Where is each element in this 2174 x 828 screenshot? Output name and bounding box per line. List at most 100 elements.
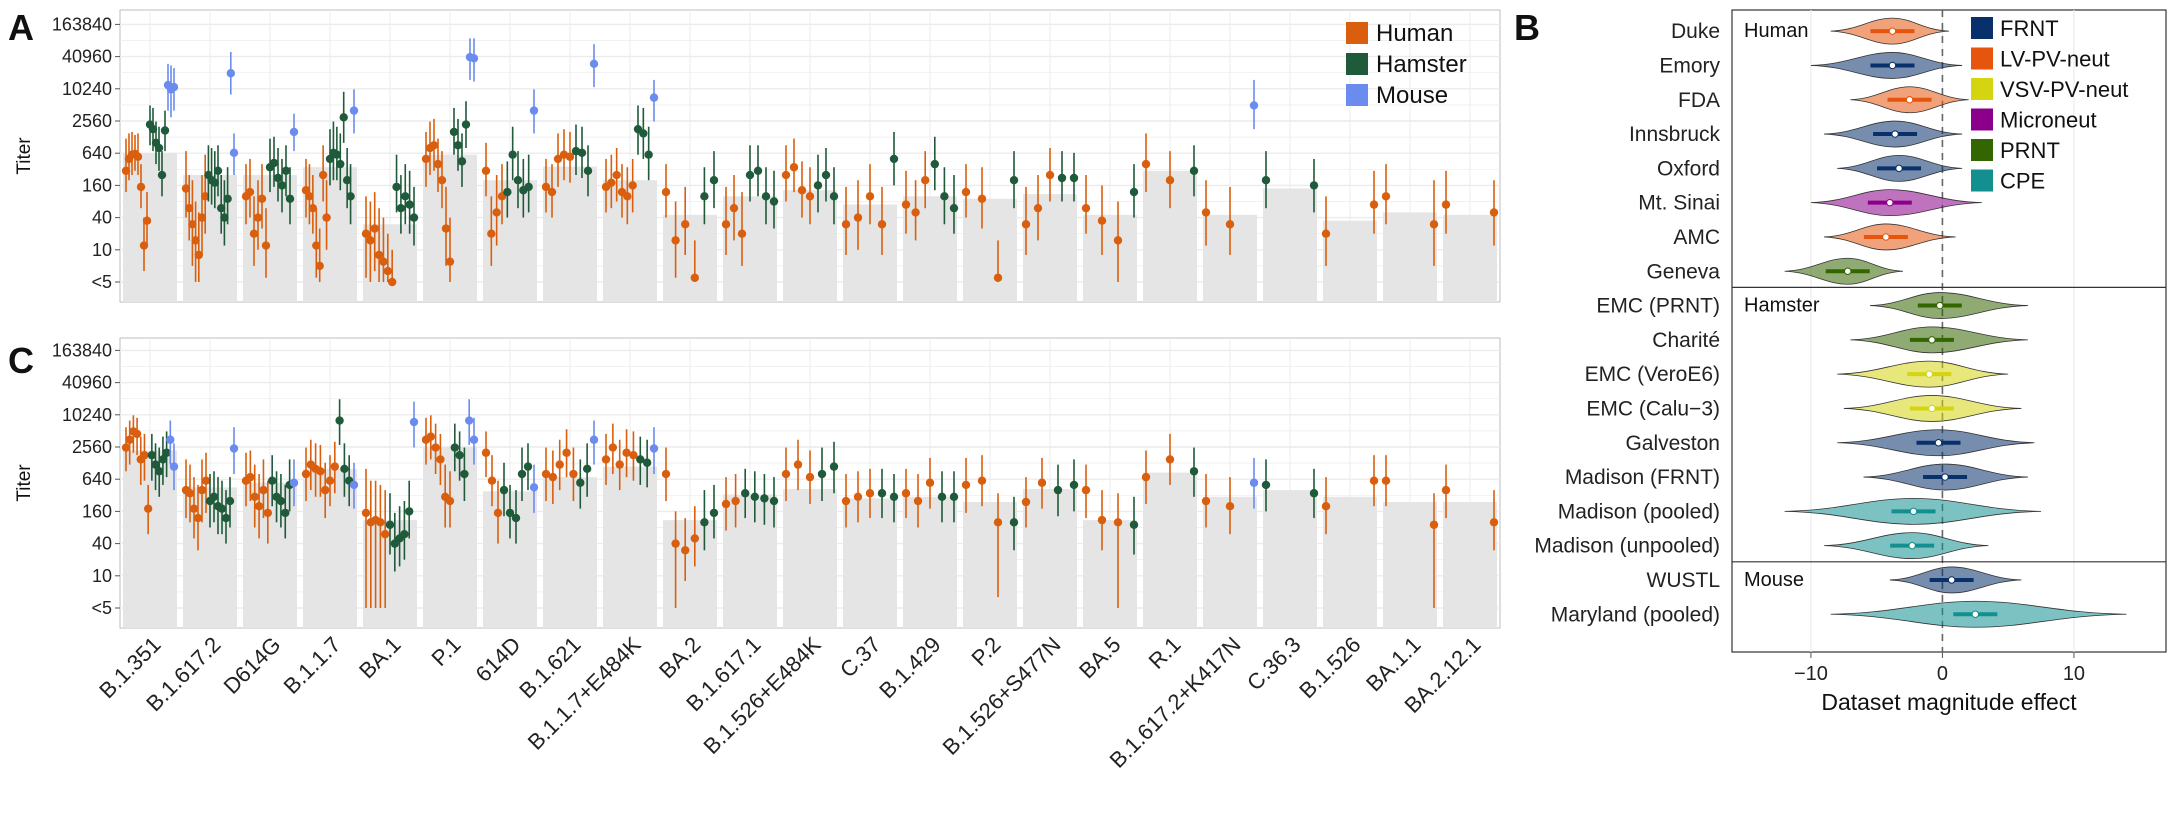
panel-c-titer-point-mouse [229, 444, 239, 453]
panel-b-dataset-label: WUSTL [1647, 569, 1721, 592]
panel-c-titer-point-human [793, 460, 803, 469]
panel-c-bar-ba.2.12.1 [1443, 501, 1497, 628]
panel-a-titer-point-human [690, 273, 699, 282]
panel-c-titer-point-human [1381, 476, 1391, 485]
panel-c-titer-point-human [562, 448, 571, 457]
panel-c-titer-point-human [487, 476, 497, 485]
panel-a-y-tick-label: 163840 [52, 14, 112, 34]
panel-a-titer-point-human [901, 200, 911, 209]
legend-swatch-prnt [1971, 139, 1993, 161]
violin-median-point [1891, 130, 1899, 138]
panel-c-titer-point-human [853, 492, 863, 501]
panel-c-titer-point-hamster [741, 489, 750, 498]
panel-a-titer-point-human [445, 257, 455, 266]
panel-c-titer-point-human [1081, 485, 1091, 495]
panel-a-titer-point-hamster [940, 192, 949, 201]
panel-a-y-tick-label: 2560 [72, 111, 112, 131]
panel-c-titer-point-human [690, 534, 699, 543]
panel-c-titer-point-human [1489, 518, 1499, 527]
panel-c-titer-point-hamster [517, 469, 527, 479]
violin-median-point [1936, 301, 1944, 310]
panel-c-titer-point-mouse [409, 417, 419, 427]
panel-a-titer-point-human [1045, 170, 1055, 180]
panel-a-titer-point-hamster [829, 192, 839, 201]
violin-median-point [1925, 370, 1933, 378]
panel-c-titer-point-hamster [455, 450, 464, 460]
violin-median-point [1947, 576, 1956, 584]
panel-a-titer-point-human [308, 203, 318, 213]
panel-a-titer-point-human [961, 187, 971, 197]
legend-swatch-cpe [1971, 169, 1993, 192]
panel-b-dataset-label: Mt. Sinai [1638, 192, 1720, 215]
panel-a-titer-point-hamster [1069, 173, 1079, 183]
panel-a-titer-point-human [1441, 200, 1451, 209]
panel-a-titer-point-human [797, 186, 807, 195]
panel-a-titer-point-hamster [761, 192, 771, 201]
violin-median-point [1888, 27, 1897, 35]
x-category-label: P.2 [967, 632, 1006, 671]
x-category-label: R.1 [1144, 632, 1186, 674]
panel-b-dataset-label: EMC (PRNT) [1596, 295, 1720, 318]
panel-c-titer-point-human [445, 496, 455, 506]
panel-a-titer-point-hamster [220, 213, 229, 222]
panel-c-bar-b.1.526 [1323, 496, 1377, 628]
panel-b-dataset-label: Duke [1671, 20, 1720, 43]
panel-a-titer-point-hamster [769, 197, 779, 206]
panel-c-titer-point-human [381, 529, 390, 539]
panel-b-dataset-label: FDA [1678, 89, 1720, 112]
panel-c-titer-point-human [993, 518, 1003, 527]
panel-a-titer-point-hamster [813, 181, 823, 190]
panel-c-titer-point-human [140, 450, 149, 460]
panel-c-titer-point-human [1441, 485, 1451, 495]
panel-c-titer-point-hamster [576, 478, 585, 487]
x-category-label: 614D [471, 632, 526, 687]
panel-a-titer-point-hamster [1261, 176, 1271, 185]
panel-c-y-tick-label: 2560 [72, 437, 112, 457]
panel-a-titer-point-human [366, 236, 375, 245]
panel-a-bar-b.1.617.1 [723, 196, 777, 302]
panel-a-titer-point-human [487, 229, 496, 238]
panel-c-titer-point-human [330, 462, 339, 471]
x-category-label: C.37 [835, 632, 886, 683]
panel-c-titer-point-hamster [1069, 480, 1079, 490]
panel-a-titer-point-human [188, 220, 197, 229]
panel-c-titer-point-human [1429, 520, 1439, 529]
legend-label-prnt: PRNT [2000, 138, 2060, 163]
panel-c-titer-point-human [901, 489, 911, 498]
panel-a-titer-point-human [853, 213, 863, 222]
panel-a-titer-point-human [322, 213, 331, 222]
panel-c-titer-point-human [1113, 518, 1123, 527]
panel-a-titer-point-human [194, 250, 203, 260]
panel-a-titer-point-hamster [210, 178, 219, 187]
panel-a-titer-point-mouse [529, 106, 539, 115]
panel-c-titer-point-human [259, 485, 268, 495]
legend-label-hamster: Hamster [1376, 51, 1467, 78]
violin-median-point [1888, 61, 1897, 70]
panel-b-dataset-label: Galveston [1625, 432, 1720, 455]
panel-a-titer-point-mouse [289, 127, 299, 137]
panel-c-titer-point-human [263, 508, 273, 518]
panel-a-titer-point-hamster [157, 170, 167, 180]
legend-swatch-lv-pv-neut [1971, 47, 1993, 70]
x-category-label: BA.2 [654, 632, 705, 683]
panel-a-titer-point-hamster [889, 154, 899, 164]
panel-c-titer-point-human [548, 472, 558, 482]
panel-a-titer-point-hamster [392, 182, 401, 192]
panel-c-titer-point-human [301, 469, 311, 479]
legend-label-frnt: FRNT [2000, 16, 2059, 41]
panel-a-titer-point-hamster [160, 126, 170, 135]
panel-c-titer-point-hamster [225, 496, 235, 506]
panel-c-titer-point-human [977, 476, 987, 485]
legend-label-vsv-pv-neut: VSV-PV-neut [2000, 77, 2128, 102]
panel-a-titer-point-hamster [949, 203, 959, 213]
panel-a-titer-point-hamster [217, 203, 226, 213]
panel-a-y-axis-title: Titer [14, 137, 35, 175]
panel-a-titer-point-hamster [513, 176, 523, 185]
panel-a-titer-point-human [374, 250, 384, 260]
panel-a-titer-point-human [133, 152, 143, 161]
panel-a-titer-point-mouse [169, 82, 179, 92]
panel-a-bar-b.1.621 [543, 166, 597, 302]
legend-swatch-microneut [1971, 108, 1993, 131]
panel-c-titer-point-hamster [151, 460, 160, 469]
panel-a-titer-point-human [781, 170, 791, 180]
